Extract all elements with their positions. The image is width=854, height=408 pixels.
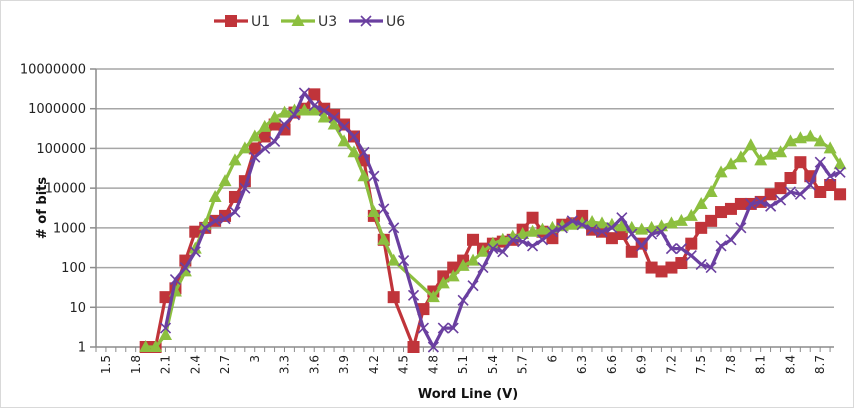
x-tick-label: 5.4 [486,355,500,374]
x-tick-label: 8.7 [813,355,827,374]
legend-item-u1: U1 [214,14,270,30]
legend-label: U3 [318,14,337,30]
series-u1 [139,88,847,353]
x-tick-label: 4.2 [367,355,381,374]
y-tick-label: 1000 [53,221,86,236]
axes [90,68,834,352]
y-tick-label: 10000000 [20,63,86,78]
legend: U1 U3 U6 [214,14,405,30]
series-u6 [159,87,846,353]
legend-label: U1 [251,14,270,30]
y-axis-title: # of bits [35,177,50,240]
x-tick-label: 6 [545,355,559,363]
x-axis-tick-labels: 1.5 1.8 2.1 2.4 2.7 3 3.3 3.6 3.9 4.2 4.5 4.8 5.1 5.4… [99,355,827,374]
x-tick-label: 6.3 [575,355,589,374]
y-axis-tick-labels: 1 10 100 1000 10000 100000 1000000 10000000 [20,63,86,356]
legend-item-u6: U6 [349,14,405,30]
legend-item-u3: U3 [281,14,337,30]
y-tick-label: 1000000 [28,102,86,117]
x-tick-label: 1.5 [99,355,113,374]
data-series [139,87,847,353]
x-tick-label: 7.8 [724,355,738,374]
x-tick-label: 6.6 [605,355,619,374]
x-tick-label: 7.2 [664,355,678,374]
y-tick-label: 1 [78,341,86,356]
x-tick-label: 3.9 [337,355,351,374]
x-tick-label: 1.8 [129,355,143,374]
x-tick-label: 4.8 [426,355,440,374]
x-tick-label: 3.3 [278,355,292,374]
x-tick-label: 3.6 [307,355,321,374]
x-tick-label: 6.9 [635,355,649,374]
x-tick-label: 4.5 [397,355,411,374]
y-tick-label: 10 [69,301,86,316]
x-tick-label: 2.4 [188,355,202,374]
x-tick-label: 7.5 [694,355,708,374]
y-tick-label: 100 [61,261,86,276]
x-axis-title: Word Line (V) [418,387,518,402]
x-tick-label: 8.1 [754,355,768,374]
x-tick-label: 5.1 [456,355,470,374]
x-tick-label: 8.4 [783,355,797,374]
gridlines [96,68,834,309]
legend-label: U6 [386,14,405,30]
series-u3 [139,103,847,352]
x-tick-label: 5.7 [516,355,530,374]
x-tick-label: 2.7 [218,355,232,374]
y-tick-label: 100000 [36,142,86,157]
x-tick-label: 2.1 [159,355,173,374]
y-tick-label: 10000 [45,182,86,197]
x-tick-label: 3 [248,355,262,363]
